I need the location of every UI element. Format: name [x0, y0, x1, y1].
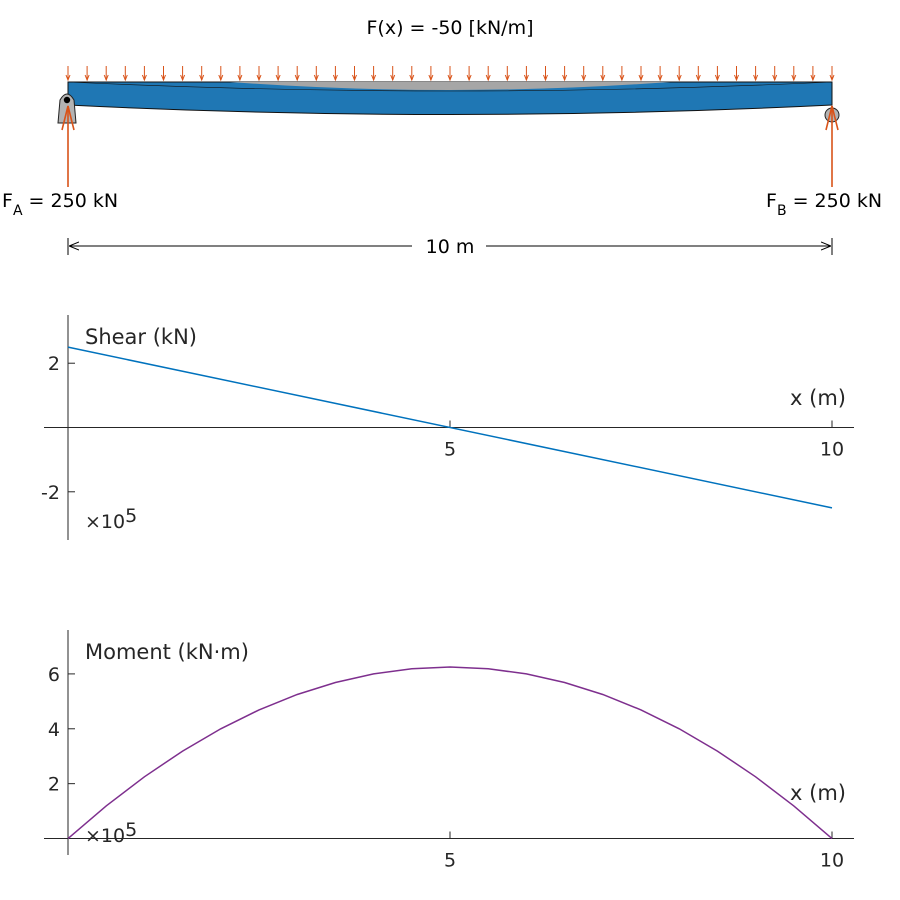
- reaction-arrow-a: [61, 105, 75, 187]
- load-arrow: [84, 66, 90, 82]
- load-arrow: [772, 66, 778, 82]
- load-arrow: [829, 66, 835, 82]
- moment-x-tick-label: 10: [820, 850, 844, 872]
- load-arrow: [180, 66, 186, 82]
- load-arrow: [352, 66, 357, 82]
- load-arrow: [600, 66, 606, 82]
- distributed-load-arrows: [65, 66, 835, 82]
- reaction-arrow-b: [825, 105, 839, 187]
- deformed-top-edge: [67, 81, 833, 92]
- span-label: 10 m: [426, 236, 475, 258]
- load-arrow: [638, 66, 644, 82]
- load-arrow: [103, 66, 109, 82]
- undeformed-beam-region: [230, 82, 670, 90]
- load-arrow: [619, 66, 625, 82]
- shear-y-tick-label: -2: [41, 482, 60, 504]
- load-arrow: [218, 66, 224, 82]
- load-arrow: [237, 66, 243, 82]
- load-arrow: [141, 66, 147, 82]
- load-arrow: [294, 66, 300, 82]
- reaction-b-label: FB = 250 kN: [766, 190, 882, 219]
- load-arrow: [791, 66, 797, 82]
- load-arrow: [65, 66, 71, 82]
- moment-y-tick-label: 6: [48, 664, 60, 686]
- load-arrow: [161, 66, 166, 82]
- shear-diagram: 2 -2 5 10 Shear (kN) x (m) ×105: [41, 315, 854, 540]
- moment-series-line: [67, 666, 833, 840]
- moment-title: Moment (kN·m): [85, 640, 249, 664]
- load-arrow: [428, 66, 434, 82]
- moment-x-label: x (m): [790, 781, 846, 805]
- load-arrow: [504, 66, 510, 82]
- load-arrow: [256, 66, 262, 82]
- shear-series-line: [67, 346, 833, 509]
- load-arrow: [409, 66, 415, 82]
- load-arrow: [313, 66, 319, 82]
- load-arrow: [275, 66, 281, 82]
- moment-x-tick-label: 5: [444, 850, 456, 872]
- load-arrow: [657, 66, 663, 82]
- reaction-a-label: FA = 250 kN: [2, 190, 118, 219]
- load-arrow: [371, 66, 377, 82]
- shear-title: Shear (kN): [85, 325, 197, 349]
- load-arrow: [810, 66, 816, 82]
- load-arrow: [581, 66, 587, 82]
- shear-x-tick-label: 10: [820, 439, 844, 461]
- load-arrow: [523, 66, 529, 82]
- moment-exponent-label: ×105: [85, 819, 137, 847]
- load-arrow: [199, 66, 205, 82]
- moment-y-tick-label: 2: [48, 774, 60, 796]
- load-arrow: [332, 66, 338, 82]
- load-arrow: [695, 66, 701, 82]
- load-arrow: [390, 66, 396, 82]
- shear-x-label: x (m): [790, 386, 846, 410]
- load-arrow: [753, 66, 759, 82]
- load-arrow: [466, 66, 472, 82]
- load-arrow: [734, 66, 739, 82]
- moment-diagram: 2 4 6 5 10 Moment (kN·m) x (m) ×105: [44, 630, 854, 872]
- load-arrow: [543, 66, 548, 82]
- span-dimension: 10 m: [67, 236, 833, 258]
- load-arrow: [122, 66, 128, 82]
- shear-x-tick-label: 5: [444, 439, 456, 461]
- beam-diagram: F(x) = -50 [kN/m] FA = 250 kN FB = 250 k…: [2, 17, 882, 258]
- shear-exponent-label: ×105: [85, 505, 137, 533]
- load-arrow: [485, 66, 491, 82]
- shear-y-tick-label: 2: [48, 353, 60, 375]
- moment-y-tick-label: 4: [48, 719, 60, 741]
- beam-body: [67, 81, 833, 115]
- load-arrow: [447, 66, 453, 82]
- load-arrow: [562, 66, 568, 82]
- load-label: F(x) = -50 [kN/m]: [366, 17, 533, 39]
- load-arrow: [714, 66, 720, 82]
- load-arrow: [676, 66, 682, 82]
